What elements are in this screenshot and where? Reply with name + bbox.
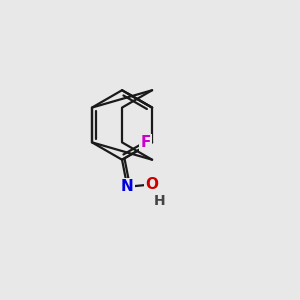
Text: H: H <box>154 194 166 208</box>
Text: F: F <box>140 135 151 150</box>
Text: N: N <box>121 179 134 194</box>
Text: O: O <box>145 177 158 192</box>
